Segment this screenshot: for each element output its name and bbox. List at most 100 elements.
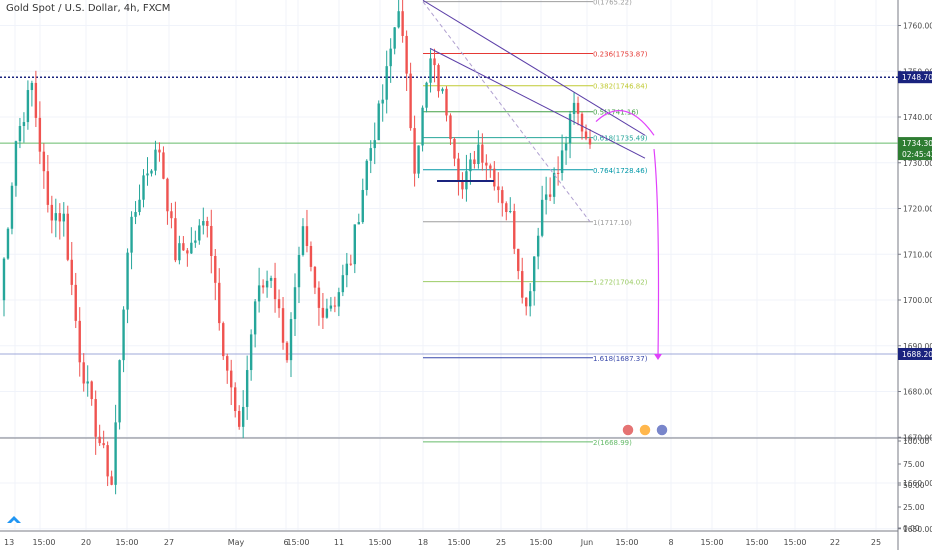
candle-body <box>353 224 356 265</box>
price-tick-label: 1650.00 <box>903 525 932 534</box>
time-tick-label: 25 <box>871 538 881 547</box>
fib-level-label: 0.5(1741.16) <box>593 109 639 117</box>
candle-body <box>433 58 436 66</box>
candle-body <box>30 82 34 91</box>
candle-body <box>170 211 173 219</box>
candle-body <box>485 162 488 166</box>
candle-body <box>548 194 552 197</box>
candle-body <box>544 194 548 200</box>
candle-body <box>576 102 580 114</box>
candle-body <box>98 436 101 444</box>
candle-body <box>373 140 376 149</box>
candle-body <box>150 170 153 174</box>
candle-body <box>194 240 197 243</box>
event-flag-icon[interactable] <box>621 423 635 437</box>
projection-arc[interactable] <box>595 110 655 136</box>
tradingview-logo-icon <box>6 512 22 530</box>
trendline-lower[interactable] <box>429 47 646 159</box>
horizontal-lines <box>0 76 898 355</box>
candle-body <box>138 199 141 213</box>
candle-body <box>429 58 432 83</box>
candle-body <box>397 11 400 28</box>
candle-body <box>110 476 113 485</box>
candle-body <box>118 360 121 423</box>
candle-body <box>78 320 81 363</box>
price-tick-label: 1710.00 <box>903 250 932 259</box>
time-tick-label: 20 <box>81 538 91 547</box>
candle-body <box>457 158 460 181</box>
trendline-upper[interactable] <box>422 0 646 136</box>
candle-body <box>273 277 277 300</box>
candle-body <box>253 301 257 335</box>
fib-level-label: 1.272(1704.02) <box>593 279 648 287</box>
time-tick-label: 13 <box>4 538 14 547</box>
time-tick-label: 15:00 <box>783 538 806 547</box>
candle-body <box>556 172 560 174</box>
candle-body <box>321 307 325 318</box>
candle-body <box>425 82 428 108</box>
price-tick-label: 1740.00 <box>903 113 932 122</box>
candle-body <box>341 275 345 293</box>
trendlines[interactable] <box>422 0 662 360</box>
candle-body <box>50 204 54 221</box>
price-tick-label: 1700.00 <box>903 296 932 305</box>
candle-body <box>166 178 169 212</box>
candle-body <box>513 211 516 249</box>
osc-tick-label: 100.00 <box>903 437 929 446</box>
candle-body <box>564 143 568 151</box>
candle-body <box>369 148 372 161</box>
price-tick-label: 1730.00 <box>903 159 932 168</box>
time-axis[interactable]: 13 15:00 20 15:00 27 May 615:00 11 15:00 18 15:00 2… <box>0 530 898 547</box>
candle-body <box>174 218 177 261</box>
event-flag-icon[interactable] <box>655 423 669 437</box>
candle-body <box>449 115 452 140</box>
candle-body <box>552 172 556 197</box>
candle-body <box>257 285 261 302</box>
candle-body <box>26 90 30 123</box>
fib-level-label: 0.764(1728.46) <box>593 167 648 175</box>
candle-body <box>154 149 157 171</box>
projection-arrow[interactable] <box>653 148 660 358</box>
price-tag <box>898 148 932 161</box>
economic-events[interactable] <box>621 423 669 437</box>
candle-body <box>126 252 129 310</box>
candle-body <box>245 370 249 407</box>
candle-body <box>289 319 293 361</box>
candle-body <box>86 381 89 384</box>
candle-body <box>580 113 584 132</box>
candle-body <box>90 381 93 400</box>
fibonacci-extension[interactable]: 0(1765.22) 0.236(1753.87) 0.382(1746.84) 0.… <box>423 0 648 447</box>
time-tick-label: 15:00 <box>700 538 723 547</box>
osc-tick-label: 50.00 <box>903 481 925 490</box>
arrow-head-icon <box>654 353 662 360</box>
time-tick-label: 11 <box>334 538 344 547</box>
candle-body <box>441 88 444 92</box>
candle-body <box>501 190 504 204</box>
candle-body <box>18 126 22 142</box>
candle-body <box>234 387 237 412</box>
candle-body <box>517 248 520 272</box>
candle-body <box>540 199 544 236</box>
fib-level-label: 0(1765.22) <box>593 0 632 7</box>
candle-body <box>277 299 281 309</box>
event-flag-icon[interactable] <box>638 423 652 437</box>
candle-body <box>297 254 301 288</box>
fib-level-label: 0.382(1746.84) <box>593 83 648 91</box>
price-tag-label: 1734.30 <box>902 139 932 148</box>
candle-body <box>345 263 349 276</box>
candle-body <box>532 256 536 292</box>
candle-body <box>2 258 6 301</box>
candle-body <box>385 66 388 100</box>
price-tick-label: 1760.00 <box>903 22 932 31</box>
candle-body <box>106 445 109 477</box>
candle-body <box>337 292 341 307</box>
osc-tick-label: 0.00 <box>903 524 920 533</box>
candle-body <box>237 411 241 427</box>
candle-body <box>293 287 297 320</box>
candle-body <box>389 48 392 67</box>
time-tick-label: 15:00 <box>529 538 552 547</box>
candle-body <box>265 280 269 288</box>
candle-body <box>560 150 564 174</box>
candle-body <box>333 305 337 307</box>
